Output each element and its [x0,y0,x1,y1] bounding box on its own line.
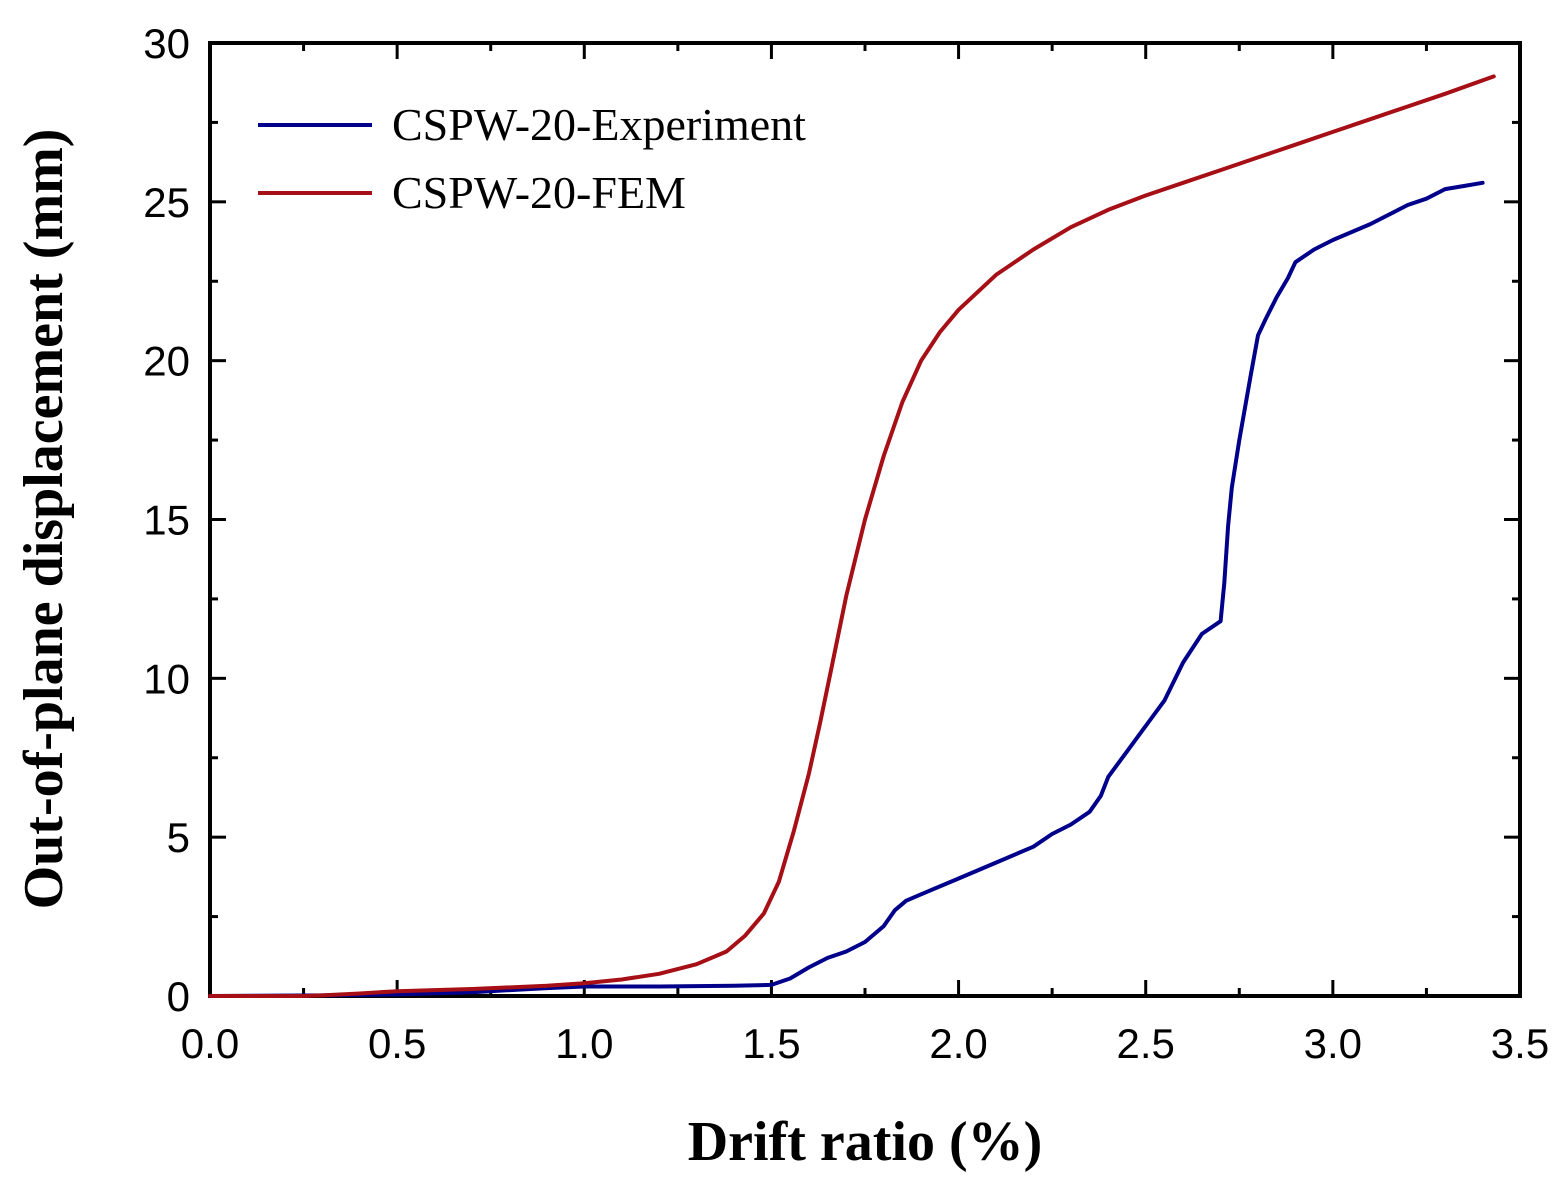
x-tick-label: 2.0 [929,1020,987,1067]
y-tick-label: 0 [167,973,190,1020]
y-tick-label: 30 [143,20,190,67]
y-tick-label: 10 [143,655,190,702]
y-axis-tick-labels: 0 5 10 15 20 25 30 [143,20,190,1020]
series-lines [208,74,1496,998]
legend-label-experiment: CSPW-20-Experiment [392,99,806,150]
x-tick-label: 0.0 [181,1020,239,1067]
y-axis-title: Out-of-plane displacement (mm) [13,129,75,910]
x-tick-label: 1.0 [555,1020,613,1067]
x-tick-label: 3.5 [1491,1020,1549,1067]
legend: CSPW-20-Experiment CSPW-20-FEM [258,99,806,218]
y-tick-label: 15 [143,497,190,544]
y-tick-label: 20 [143,338,190,385]
y-tick-label: 25 [143,179,190,226]
x-tick-label: 2.5 [1117,1020,1175,1067]
x-axis-tick-labels: 0.0 0.5 1.0 1.5 2.0 2.5 3.0 3.5 [181,1020,1549,1067]
legend-label-fem: CSPW-20-FEM [392,167,686,218]
x-tick-label: 1.5 [742,1020,800,1067]
y-axis-ticks [210,41,1520,998]
x-tick-label: 3.0 [1304,1020,1362,1067]
y-tick-label: 5 [167,814,190,861]
x-axis-title: Drift ratio (%) [688,1111,1043,1173]
series-line-experiment [208,180,1485,998]
x-axis-ticks [208,43,1522,996]
x-tick-label: 0.5 [368,1020,426,1067]
series-line-fem [208,74,1496,998]
